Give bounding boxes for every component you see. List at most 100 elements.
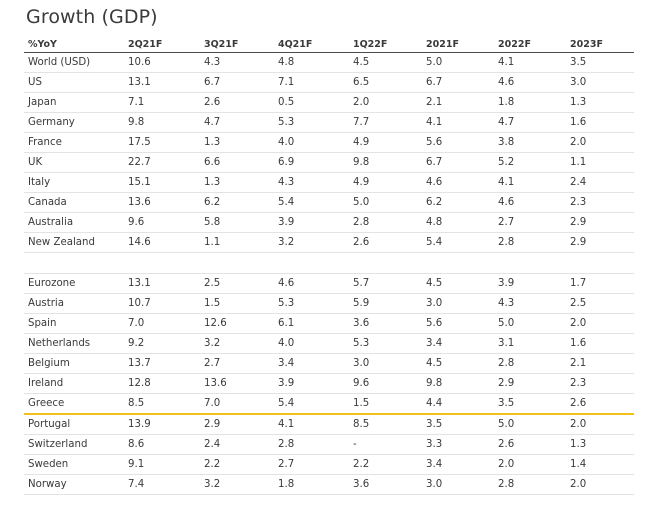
table-row: Australia 9.6 5.8 3.9 2.8 4.8 2.7 2.9 [24,212,634,233]
value-cell: 3.9 [494,273,566,294]
table-header-row: %YoY 2Q21F 3Q21F 4Q21F 1Q22F 2021F 2022F… [24,36,634,53]
value-cell: 2.1 [422,92,494,113]
value-cell: 1.8 [494,92,566,113]
table-row: Spain 7.0 12.6 6.1 3.6 5.6 5.0 2.0 [24,313,634,334]
row-label-cell: Switzerland [24,434,124,455]
value-cell: 9.6 [124,212,200,233]
value-cell: 3.1 [494,333,566,354]
value-cell: 6.9 [274,152,349,173]
value-cell: 3.5 [566,52,634,73]
value-cell: - [349,434,422,455]
value-cell: 2.8 [274,434,349,455]
value-cell: 7.7 [349,112,422,133]
value-cell: 5.9 [349,293,422,314]
value-cell: 2.7 [494,212,566,233]
value-cell: 2.4 [566,172,634,193]
column-header-4q21f: 4Q21F [274,36,349,53]
table-row: Germany 9.8 4.7 5.3 7.7 4.1 4.7 1.6 [24,112,634,133]
value-cell: 1.7 [566,273,634,294]
value-cell: 22.7 [124,152,200,173]
value-cell: 2.0 [349,92,422,113]
table-row: UK 22.7 6.6 6.9 9.8 6.7 5.2 1.1 [24,152,634,173]
value-cell: 1.1 [566,152,634,173]
table-row: Canada 13.6 6.2 5.4 5.0 6.2 4.6 2.3 [24,192,634,213]
value-cell: 1.1 [200,232,274,253]
value-cell: 6.2 [422,192,494,213]
table-row: New Zealand 14.6 1.1 3.2 2.6 5.4 2.8 2.9 [24,232,634,253]
table-body: World (USD) 10.6 4.3 4.8 4.5 5.0 4.1 3.5 US 13.1 6… [24,52,634,495]
table-row: Greece 8.5 7.0 5.4 1.5 4.4 3.5 2.6 [24,393,634,415]
value-cell: 1.5 [349,393,422,415]
value-cell: 7.0 [200,393,274,415]
value-cell: 5.7 [349,273,422,294]
column-header-2022f: 2022F [494,36,566,53]
value-cell: 5.8 [200,212,274,233]
row-label-cell: Australia [24,212,124,233]
value-cell: 3.3 [422,434,494,455]
value-cell: 3.4 [422,333,494,354]
value-cell: 2.0 [566,132,634,153]
value-cell: 2.9 [566,232,634,253]
value-cell: 12.6 [200,313,274,334]
value-cell: 6.7 [422,72,494,93]
value-cell: 1.3 [566,92,634,113]
value-cell: 4.0 [274,333,349,354]
column-header-3q21f: 3Q21F [200,36,274,53]
value-cell: 4.1 [494,52,566,73]
value-cell: 3.5 [494,393,566,415]
value-cell: 5.6 [422,313,494,334]
value-cell: 3.4 [274,353,349,374]
value-cell: 10.7 [124,293,200,314]
value-cell: 13.6 [200,373,274,394]
table-row: Austria 10.7 1.5 5.3 5.9 3.0 4.3 2.5 [24,293,634,314]
value-cell: 8.5 [124,393,200,415]
gdp-growth-table: %YoY 2Q21F 3Q21F 4Q21F 1Q22F 2021F 2022F… [24,36,634,495]
value-cell: 6.6 [200,152,274,173]
value-cell: 3.6 [349,313,422,334]
row-label-cell: UK [24,152,124,173]
value-cell: 2.0 [566,474,634,495]
value-cell: 4.6 [422,172,494,193]
value-cell: 12.8 [124,373,200,394]
row-label-cell: Eurozone [24,273,124,294]
value-cell: 9.8 [124,112,200,133]
value-cell: 6.2 [200,192,274,213]
table-row: France 17.5 1.3 4.0 4.9 5.6 3.8 2.0 [24,132,634,153]
value-cell: 1.3 [200,132,274,153]
value-cell: 7.1 [124,92,200,113]
column-header-2023f: 2023F [566,36,634,53]
value-cell: 2.5 [200,273,274,294]
value-cell: 8.6 [124,434,200,455]
value-cell: 4.3 [200,52,274,73]
table-row: Eurozone 13.1 2.5 4.6 5.7 4.5 3.9 1.7 [24,273,634,294]
value-cell: 2.0 [566,414,634,435]
value-cell: 5.2 [494,152,566,173]
value-cell: 4.6 [494,192,566,213]
row-label-cell: New Zealand [24,232,124,253]
value-cell: 2.8 [349,212,422,233]
value-cell: 3.5 [422,414,494,435]
value-cell: 3.2 [200,333,274,354]
value-cell: 3.9 [274,212,349,233]
value-cell: 4.4 [422,393,494,415]
value-cell: 4.3 [274,172,349,193]
value-cell: 3.2 [200,474,274,495]
value-cell: 5.0 [422,52,494,73]
row-label-cell: Portugal [24,414,124,435]
column-header-2q21f: 2Q21F [124,36,200,53]
value-cell: 2.8 [494,353,566,374]
value-cell: 4.3 [494,293,566,314]
value-cell: 5.4 [274,192,349,213]
value-cell: 2.8 [494,474,566,495]
value-cell: 0.5 [274,92,349,113]
row-label-cell: US [24,72,124,93]
value-cell: 2.3 [566,192,634,213]
value-cell: 10.6 [124,52,200,73]
value-cell [566,252,634,274]
row-label-cell: Norway [24,474,124,495]
value-cell: 8.5 [349,414,422,435]
value-cell: 4.9 [349,172,422,193]
value-cell: 4.1 [422,112,494,133]
value-cell: 4.5 [422,273,494,294]
value-cell: 13.7 [124,353,200,374]
